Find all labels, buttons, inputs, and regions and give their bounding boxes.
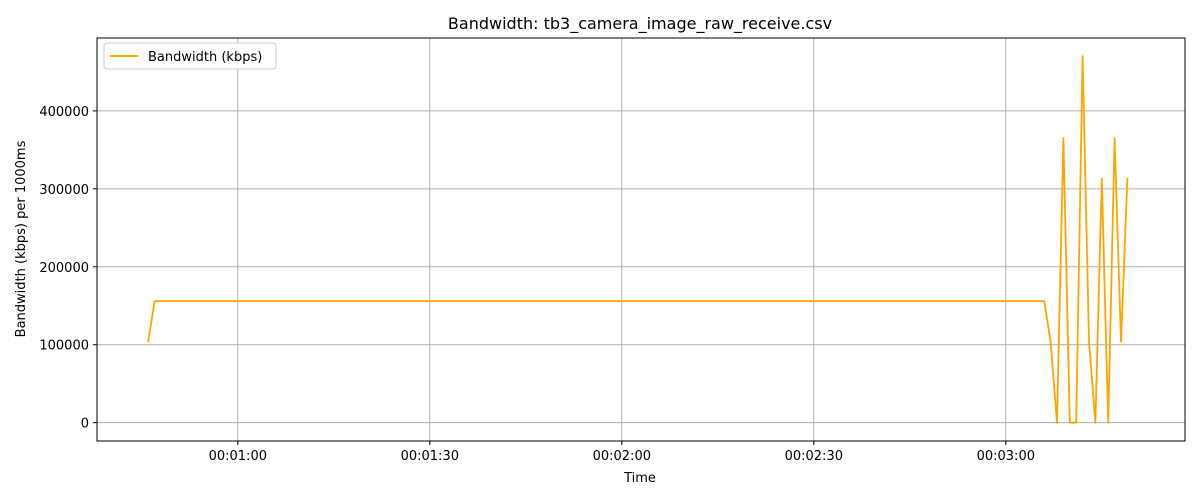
y-tick-label: 300000 (39, 183, 89, 198)
legend-label: Bandwidth (kbps) (148, 50, 262, 65)
data-point (1068, 421, 1071, 424)
grid-lines (97, 38, 1185, 441)
plot-area-frame (96, 37, 1186, 442)
legend-box (103, 42, 277, 70)
y-axis-label: Bandwidth (kbps) per 1000ms (14, 140, 29, 337)
data-point (1120, 340, 1122, 343)
x-tick-label: 00:01:00 (209, 449, 267, 464)
data-point (160, 300, 162, 302)
data-point (1043, 300, 1046, 302)
data-point (1088, 340, 1090, 343)
y-axis-ticks: 0 100000 200000 300000 400000 (39, 105, 97, 432)
y-tick-label: 100000 (39, 339, 89, 354)
x-tick-label: 00:01:30 (401, 449, 459, 464)
data-point (1126, 177, 1129, 180)
data-point (1049, 340, 1052, 343)
x-axis-label: Time (623, 471, 656, 486)
y-tick-label: 400000 (39, 105, 89, 120)
data-point (1081, 55, 1084, 58)
series-group (147, 55, 1129, 424)
data-point (1100, 177, 1103, 180)
data-point (1062, 137, 1065, 140)
data-point (147, 340, 150, 343)
data-point (1056, 421, 1058, 424)
legend: Bandwidth (kbps) (103, 42, 277, 70)
x-axis-ticks: 00:01:00 00:01:30 00:02:00 00:02:30 00:03:00 (209, 441, 1035, 464)
x-tick-label: 00:02:00 (593, 449, 651, 464)
data-point (153, 300, 156, 302)
y-tick-label: 0 (81, 417, 89, 432)
y-tick-label: 200000 (39, 261, 89, 276)
data-point (1075, 421, 1078, 424)
chart-title: Bandwidth: tb3_camera_image_raw_receive.… (448, 14, 832, 34)
data-point (1094, 421, 1097, 424)
x-tick-label: 00:03:00 (977, 449, 1035, 464)
data-point (1107, 421, 1110, 424)
x-tick-label: 00:02:30 (785, 449, 843, 464)
data-point (1113, 137, 1116, 140)
